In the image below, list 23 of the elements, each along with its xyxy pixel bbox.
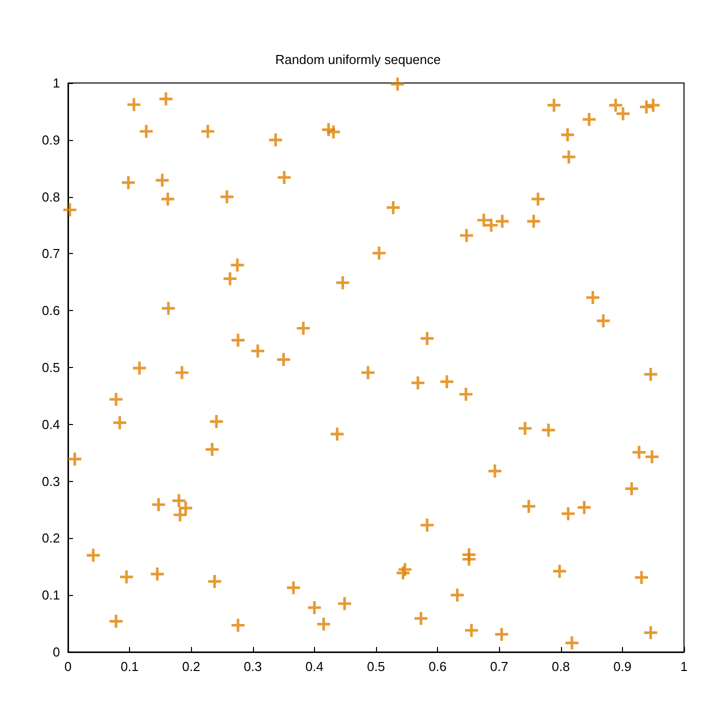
y-tick-label: 1: [52, 76, 60, 90]
chart-title: Random uniformly sequence: [275, 52, 441, 67]
x-tick-label: 0.1: [120, 659, 139, 674]
y-tick-label: 0.9: [42, 132, 60, 148]
y-tick-label: 0.2: [42, 530, 60, 546]
x-tick-label: 0.8: [552, 659, 570, 674]
x-tick-label: 0.4: [305, 659, 324, 674]
x-tick-label: 0.5: [366, 659, 386, 674]
x-tick-label: 0.9: [613, 659, 632, 674]
y-tick-label: 0.5: [42, 360, 60, 375]
y-tick-label: 0.4: [42, 416, 60, 432]
y-tick-label: 0.3: [42, 474, 60, 489]
y-tick-label: 0: [52, 644, 60, 660]
x-tick-label: 0.6: [428, 659, 447, 674]
y-tick-label: 0.7: [42, 246, 60, 262]
y-tick-label: 0.6: [42, 303, 60, 318]
x-tick-label: 0.3: [244, 659, 262, 674]
x-tick-label: 0: [64, 659, 72, 674]
y-tick-label: 0.1: [42, 588, 60, 603]
x-tick-label: 0.7: [490, 659, 508, 674]
y-tick-label: 0.8: [42, 189, 60, 204]
x-tick-label: 1: [680, 659, 688, 674]
x-tick-label: 0.2: [182, 659, 200, 674]
